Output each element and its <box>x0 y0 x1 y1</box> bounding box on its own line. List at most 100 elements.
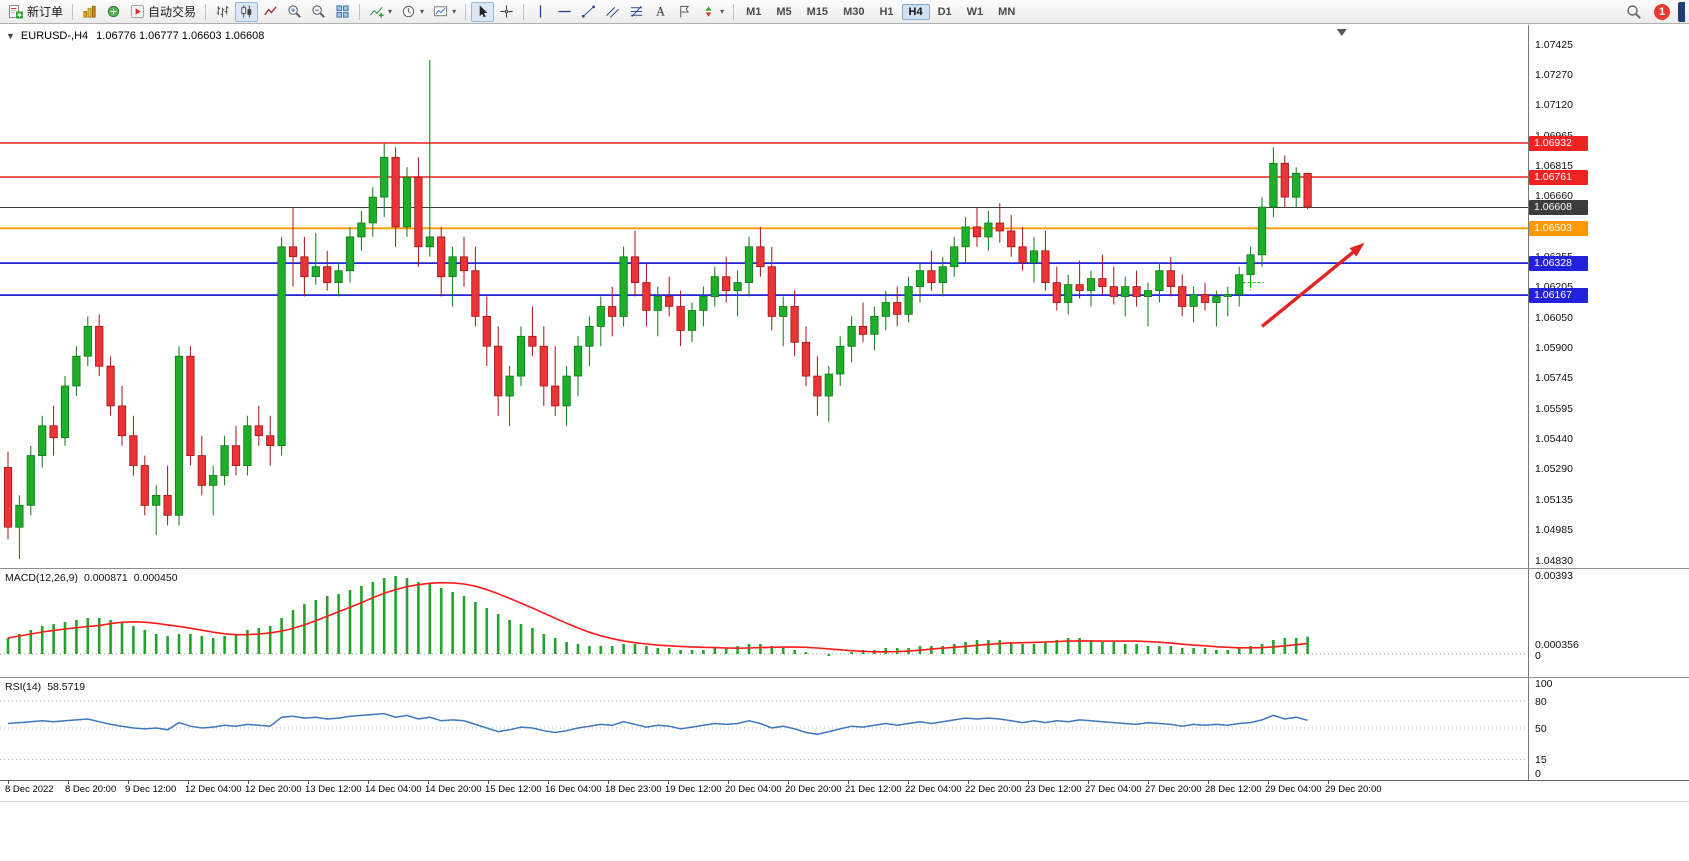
arrows-tool-button[interactable]: ▾ <box>697 2 728 22</box>
timeframe-h4[interactable]: H4 <box>901 3 930 20</box>
auto-trading-button[interactable]: 自动交易 <box>126 2 200 22</box>
price-tick: 1.04985 <box>1535 524 1573 537</box>
timeframe-h1[interactable]: H1 <box>879 5 894 18</box>
time-tick <box>368 780 369 784</box>
new-order-label: 新订单 <box>27 5 64 19</box>
crosshair-button[interactable] <box>495 2 518 22</box>
toolbar: 新订单 自动交易 <box>0 0 1689 24</box>
chart-shift-marker[interactable] <box>1336 29 1347 36</box>
new-order-button[interactable]: 新订单 <box>4 2 67 22</box>
separator <box>733 3 735 20</box>
price-pane[interactable] <box>0 25 1528 568</box>
timeframe-d1[interactable]: D1 <box>937 5 952 18</box>
time-label: 29 Dec 20:00 <box>1325 784 1382 795</box>
time-tick <box>668 780 669 784</box>
periods-button[interactable]: ▾ <box>397 2 428 22</box>
text-label-tool-button[interactable] <box>673 2 696 22</box>
timeframe-m15[interactable]: M15 <box>806 5 829 18</box>
bar-chart-mode-button[interactable] <box>211 2 234 22</box>
time-tick <box>1028 780 1029 784</box>
zoom-out-icon <box>312 5 325 18</box>
time-label: 27 Dec 04:00 <box>1085 784 1142 795</box>
time-label: 8 Dec 20:00 <box>65 784 117 795</box>
time-label: 20 Dec 04:00 <box>725 784 782 795</box>
rsi-scale-label: 50 <box>1535 722 1547 735</box>
text-tool-button[interactable]: A <box>649 2 672 22</box>
candlestick-icon <box>241 5 252 18</box>
price-tick: 1.05595 <box>1535 402 1573 415</box>
svg-text:A: A <box>656 5 665 19</box>
trend-arrow-annotation[interactable] <box>1260 242 1365 328</box>
time-tick <box>1148 780 1149 784</box>
trendline-tool-button[interactable] <box>577 2 600 22</box>
time-label: 14 Dec 20:00 <box>425 784 482 795</box>
indicators-icon <box>370 6 384 18</box>
timeframe-mn[interactable]: MN <box>998 5 1016 18</box>
separator <box>72 3 74 20</box>
time-label: 20 Dec 20:00 <box>785 784 842 795</box>
tile-windows-icon <box>336 5 349 18</box>
time-tick <box>908 780 909 784</box>
horizontal-line-tool-button[interactable] <box>553 2 576 22</box>
tile-windows-button[interactable] <box>331 2 354 22</box>
time-label: 18 Dec 23:00 <box>605 784 662 795</box>
zoom-out-button[interactable] <box>307 2 330 22</box>
timeframe-m1[interactable]: M1 <box>746 5 762 18</box>
time-label: 21 Dec 12:00 <box>845 784 902 795</box>
profiles-icon <box>107 5 120 18</box>
timeframe-w1[interactable]: W1 <box>966 5 984 18</box>
profiles-button[interactable] <box>102 2 125 22</box>
rsi-scale-label: 0 <box>1535 767 1541 780</box>
time-axis[interactable]: 8 Dec 2022 8 Dec 20:00 9 Dec 12:00 12 Dec 0… <box>0 780 1528 801</box>
new-order-icon <box>9 4 23 18</box>
time-tick <box>248 780 249 784</box>
vertical-line-tool-button[interactable] <box>529 2 552 22</box>
macd-scale-label: 0.000356 <box>1535 639 1579 651</box>
time-tick <box>428 780 429 784</box>
macd-scale-label: 0.00393 <box>1535 570 1573 582</box>
time-tick <box>608 780 609 784</box>
new-chart-button[interactable] <box>78 2 101 22</box>
price-scale[interactable]: 1.074251.072701.071201.069651.068151.066… <box>1529 25 1688 801</box>
price-tick: 1.05440 <box>1535 433 1573 446</box>
dropdown-caret-icon: ▾ <box>720 7 725 16</box>
search-icon <box>1627 4 1641 19</box>
price-tick: 1.05745 <box>1535 372 1573 385</box>
crosshair-icon <box>500 5 513 18</box>
label-flag-icon <box>680 5 690 18</box>
cursor-button[interactable] <box>471 1 495 22</box>
time-tick <box>728 780 729 784</box>
clock-icon <box>402 5 415 18</box>
timeframe-m30[interactable]: M30 <box>843 5 865 18</box>
macd-signal-value: 0.000450 <box>133 572 178 584</box>
macd-label: MACD(12,26,9) 0.000871 0.000450 <box>5 572 178 584</box>
dropdown-caret-icon: ▾ <box>420 7 425 16</box>
line-chart-mode-button[interactable] <box>259 2 282 22</box>
fibonacci-icon <box>630 6 643 17</box>
templates-button[interactable]: ▾ <box>429 2 460 22</box>
order-marker[interactable] <box>1237 274 1264 291</box>
macd-pane-splitter[interactable] <box>0 568 1689 569</box>
rsi-pane-splitter[interactable] <box>0 677 1689 678</box>
price-tag-level: 1.06761 <box>1529 169 1588 185</box>
candlestick-mode-button[interactable] <box>235 1 259 22</box>
line-chart-icon <box>264 6 277 16</box>
search-button[interactable] <box>1622 2 1646 22</box>
rsi-pane[interactable] <box>0 678 1528 780</box>
time-label: 8 Dec 2022 <box>5 784 54 795</box>
indicators-button[interactable]: ▾ <box>365 2 396 22</box>
template-chart-icon <box>434 6 448 17</box>
time-tick <box>1208 780 1209 784</box>
timeframe-m5[interactable]: M5 <box>776 5 792 18</box>
macd-pane[interactable] <box>0 569 1528 677</box>
channel-tool-button[interactable] <box>601 2 624 22</box>
fibonacci-tool-button[interactable] <box>625 2 648 22</box>
zoom-in-button[interactable] <box>283 2 306 22</box>
one-click-trading-toggle[interactable]: ▼ <box>6 31 15 41</box>
price-tag-level: 1.06932 <box>1529 135 1588 151</box>
vertical-line-icon <box>539 5 542 18</box>
price-scale-border <box>1528 25 1529 780</box>
price-tick: 1.04830 <box>1535 554 1573 567</box>
notification-badge[interactable]: 1 <box>1654 3 1670 20</box>
time-tick <box>68 780 69 784</box>
